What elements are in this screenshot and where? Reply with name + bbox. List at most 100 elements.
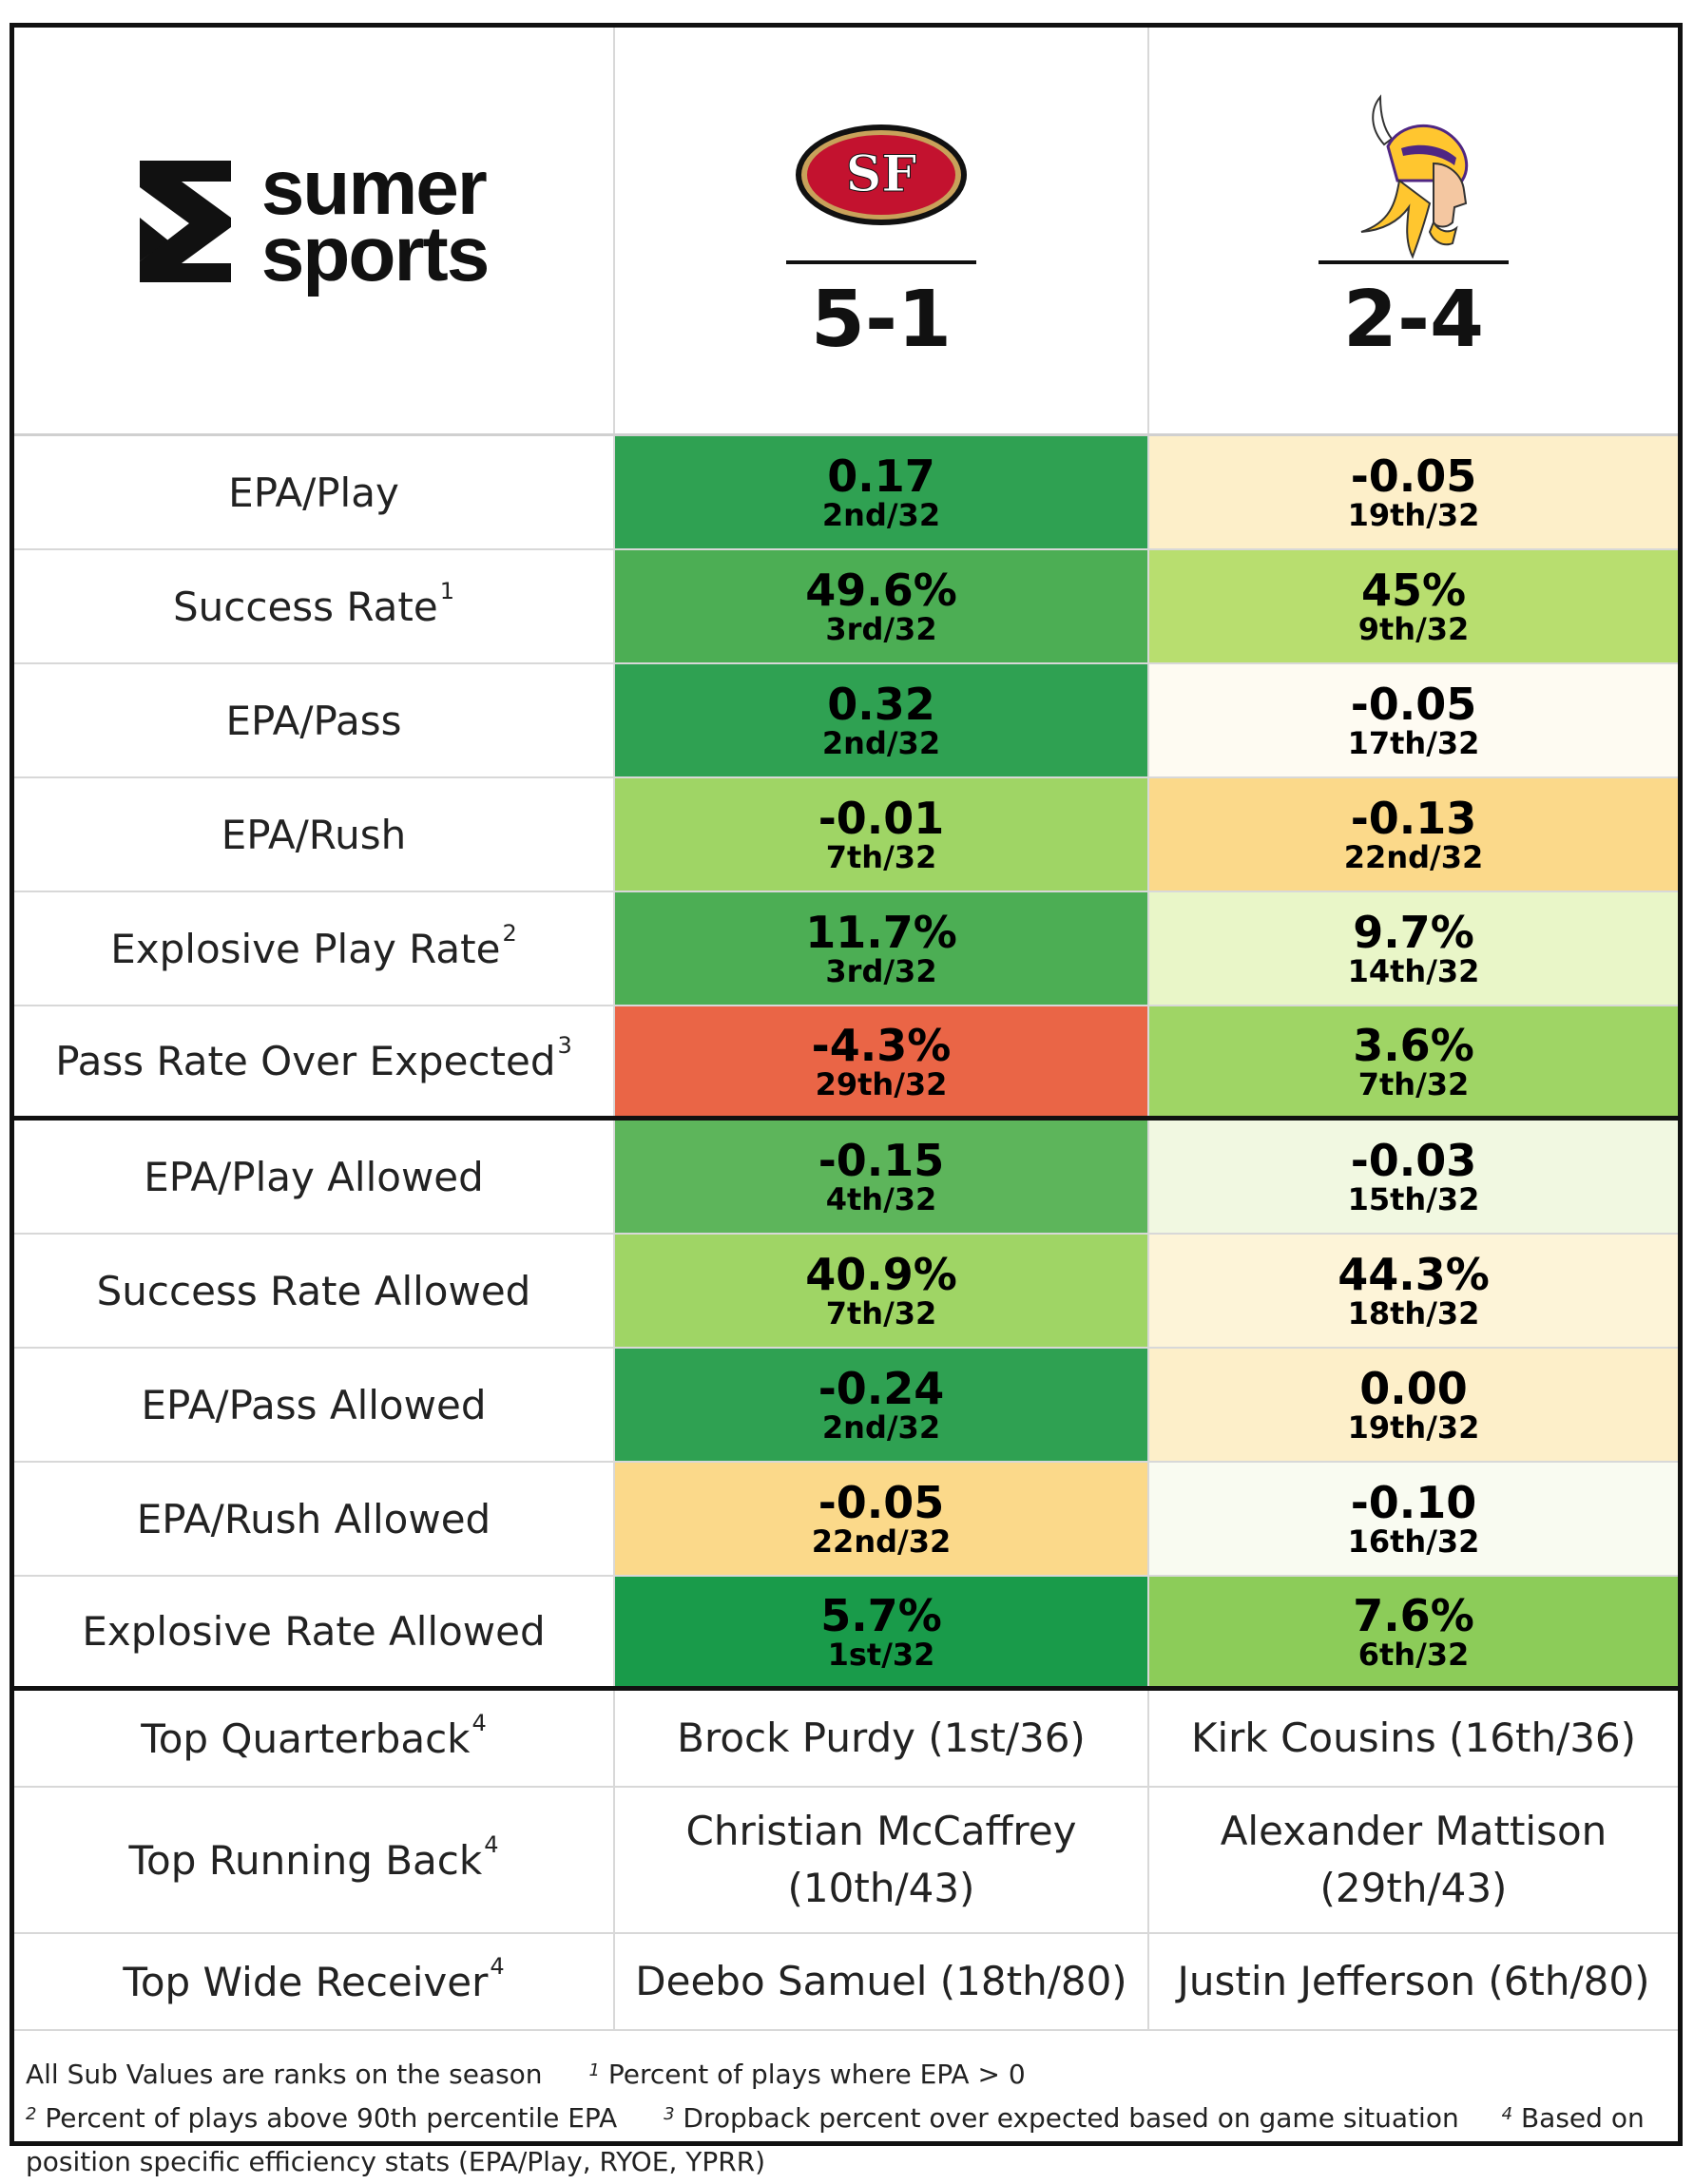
team1-player: Brock Purdy (1st/36)	[677, 1715, 1086, 1761]
stat-value: -0.05	[818, 1477, 945, 1528]
stat-label: EPA/Play Allowed	[144, 1153, 484, 1200]
stat-value: -0.05	[1350, 450, 1477, 502]
stat-row: EPA/Pass Allowed -0.24 2nd/32 0.00 19th/32	[14, 1349, 1678, 1463]
stat-rank: 16th/32	[1347, 1523, 1480, 1560]
footnote-marker: 4	[484, 1830, 499, 1858]
stat-rank: 18th/32	[1347, 1295, 1480, 1331]
stat-value: -4.3%	[811, 1019, 952, 1071]
team2-record: 2-4	[1342, 274, 1485, 365]
stat-row: Success Rate Allowed 40.9% 7th/32 44.3% 18th…	[14, 1235, 1678, 1349]
stat-value: 49.6%	[805, 565, 957, 616]
team2-player: Justin Jefferson (6th/80)	[1177, 1958, 1650, 2004]
player-row-wr: Top Wide Receiver4 Deebo Samuel (18th/80…	[14, 1934, 1678, 2031]
team1-stat-cell: 49.6% 3rd/32	[615, 550, 1149, 662]
footnote-2: 2 Percent of plays above 90th percentile…	[26, 2102, 618, 2134]
team2-stat-cell: -0.13 22nd/32	[1149, 778, 1678, 891]
footnote-marker: 3	[557, 1032, 572, 1059]
team1-stat-cell: -0.24 2nd/32	[615, 1349, 1149, 1461]
team1-record: 5-1	[810, 274, 953, 365]
stat-rank: 1st/32	[827, 1636, 935, 1673]
stat-value: 9.7%	[1353, 907, 1474, 958]
stat-row: Explosive Rate Allowed 5.7% 1st/32 7.6% 6th/…	[14, 1577, 1678, 1691]
vikings-logo-icon	[1342, 93, 1485, 259]
stat-label: EPA/Rush	[221, 811, 407, 858]
team2-stat-cell: -0.10 16th/32	[1149, 1463, 1678, 1575]
stat-value: 7.6%	[1353, 1589, 1474, 1641]
stat-label: Explosive Play Rate	[110, 925, 501, 972]
team1-stat-cell: -0.15 4th/32	[615, 1121, 1149, 1233]
team1-stat-cell: -0.01 7th/32	[615, 778, 1149, 891]
footnote-1: 1 Percent of plays where EPA > 0	[588, 2059, 1026, 2090]
stat-row: EPA/Pass 0.32 2nd/32 -0.05 17th/32	[14, 664, 1678, 778]
stat-row: Success Rate1 49.6% 3rd/32 45% 9th/32	[14, 550, 1678, 664]
team2-stat-cell: 3.6% 7th/32	[1149, 1006, 1678, 1116]
stat-row: EPA/Play Allowed -0.15 4th/32 -0.03 15th/32	[14, 1121, 1678, 1235]
stats-table: sumer sports SF 5-1	[14, 28, 1678, 2031]
stat-label: EPA/Pass Allowed	[141, 1381, 487, 1428]
stat-value: 44.3%	[1338, 1249, 1490, 1300]
team1-stat-cell: 5.7% 1st/32	[615, 1577, 1149, 1686]
stat-value: -0.05	[1350, 679, 1477, 730]
team1-player: Christian McCaffrey (10th/43)	[685, 1808, 1077, 1911]
sumer-logo-mark-icon	[139, 160, 231, 282]
stat-rank: 22nd/32	[811, 1523, 952, 1560]
stat-rank: 2nd/32	[821, 725, 941, 761]
team1-player: Deebo Samuel (18th/80)	[635, 1958, 1127, 2004]
stat-value: 5.7%	[820, 1589, 942, 1641]
team2-stat-cell: 45% 9th/32	[1149, 550, 1678, 662]
player-row-rb: Top Running Back4 Christian McCaffrey (1…	[14, 1788, 1678, 1934]
stat-label: Success Rate Allowed	[96, 1267, 531, 1314]
team2-stat-cell: -0.05 17th/32	[1149, 664, 1678, 776]
stat-rank: 2nd/32	[821, 1409, 941, 1446]
team2-stat-cell: 7.6% 6th/32	[1149, 1577, 1678, 1686]
stat-rank: 9th/32	[1357, 611, 1470, 647]
footnote-marker: 4	[472, 1709, 487, 1736]
team2-stat-cell: 44.3% 18th/32	[1149, 1235, 1678, 1347]
team2-stat-cell: -0.05 19th/32	[1149, 436, 1678, 548]
team2-stat-cell: -0.03 15th/32	[1149, 1121, 1678, 1233]
stat-value: 0.32	[827, 679, 935, 730]
team1-underline	[786, 259, 976, 264]
stat-label: EPA/Rush Allowed	[136, 1495, 491, 1542]
svg-text:SF: SF	[846, 145, 917, 203]
stat-rank: 3rd/32	[825, 611, 937, 647]
stat-rank: 4th/32	[825, 1181, 937, 1217]
comparison-card: sumer sports SF 5-1	[10, 23, 1683, 2177]
team2-player: Kirk Cousins (16th/36)	[1190, 1715, 1637, 1761]
team1-stat-cell: 0.32 2nd/32	[615, 664, 1149, 776]
stat-rank: 7th/32	[825, 1295, 937, 1331]
stat-value: -0.15	[818, 1135, 945, 1186]
stat-value: -0.13	[1350, 793, 1477, 844]
team1-header: SF 5-1	[615, 28, 1149, 433]
stat-value: -0.01	[818, 793, 945, 844]
stat-value: -0.10	[1350, 1477, 1477, 1528]
stat-value: -0.24	[818, 1363, 945, 1414]
stat-value: 3.6%	[1353, 1019, 1474, 1071]
stat-row: EPA/Play 0.17 2nd/32 -0.05 19th/32	[14, 436, 1678, 550]
sumer-sports-logo: sumer sports	[139, 148, 490, 293]
stat-rank: 22nd/32	[1343, 839, 1484, 875]
player-row-label: Top Running Back	[128, 1836, 483, 1884]
team2-header: 2-4	[1149, 28, 1678, 433]
stat-value: -0.03	[1350, 1135, 1477, 1186]
footnotes: All Sub Values are ranks on the season 1…	[14, 2040, 1678, 2177]
team1-stat-cell: 0.17 2nd/32	[615, 436, 1149, 548]
stat-row: Pass Rate Over Expected3 -4.3% 29th/32 3.6%…	[14, 1006, 1678, 1121]
footnote-marker: 2	[502, 919, 517, 947]
stat-rank: 6th/32	[1357, 1636, 1470, 1673]
player-row-qb: Top Quarterback4 Brock Purdy (1st/36) Ki…	[14, 1691, 1678, 1788]
team1-stat-cell: 11.7% 3rd/32	[615, 892, 1149, 1005]
stat-rank: 3rd/32	[825, 953, 937, 989]
stat-value: 40.9%	[805, 1249, 957, 1300]
stat-value: 11.7%	[805, 907, 957, 958]
team2-stat-cell: 0.00 19th/32	[1149, 1349, 1678, 1461]
player-row-label: Top Wide Receiver	[123, 1958, 489, 2005]
stat-row: EPA/Rush Allowed -0.05 22nd/32 -0.10 16th/32	[14, 1463, 1678, 1577]
stat-rank: 15th/32	[1347, 1181, 1480, 1217]
team2-player: Alexander Mattison (29th/43)	[1220, 1808, 1607, 1911]
footnote-3: 3 Dropback percent over expected based o…	[664, 2102, 1459, 2134]
stat-rank: 17th/32	[1347, 725, 1480, 761]
stat-label: Success Rate	[172, 583, 438, 630]
team2-underline	[1319, 259, 1509, 264]
stat-value: 0.17	[827, 450, 935, 502]
